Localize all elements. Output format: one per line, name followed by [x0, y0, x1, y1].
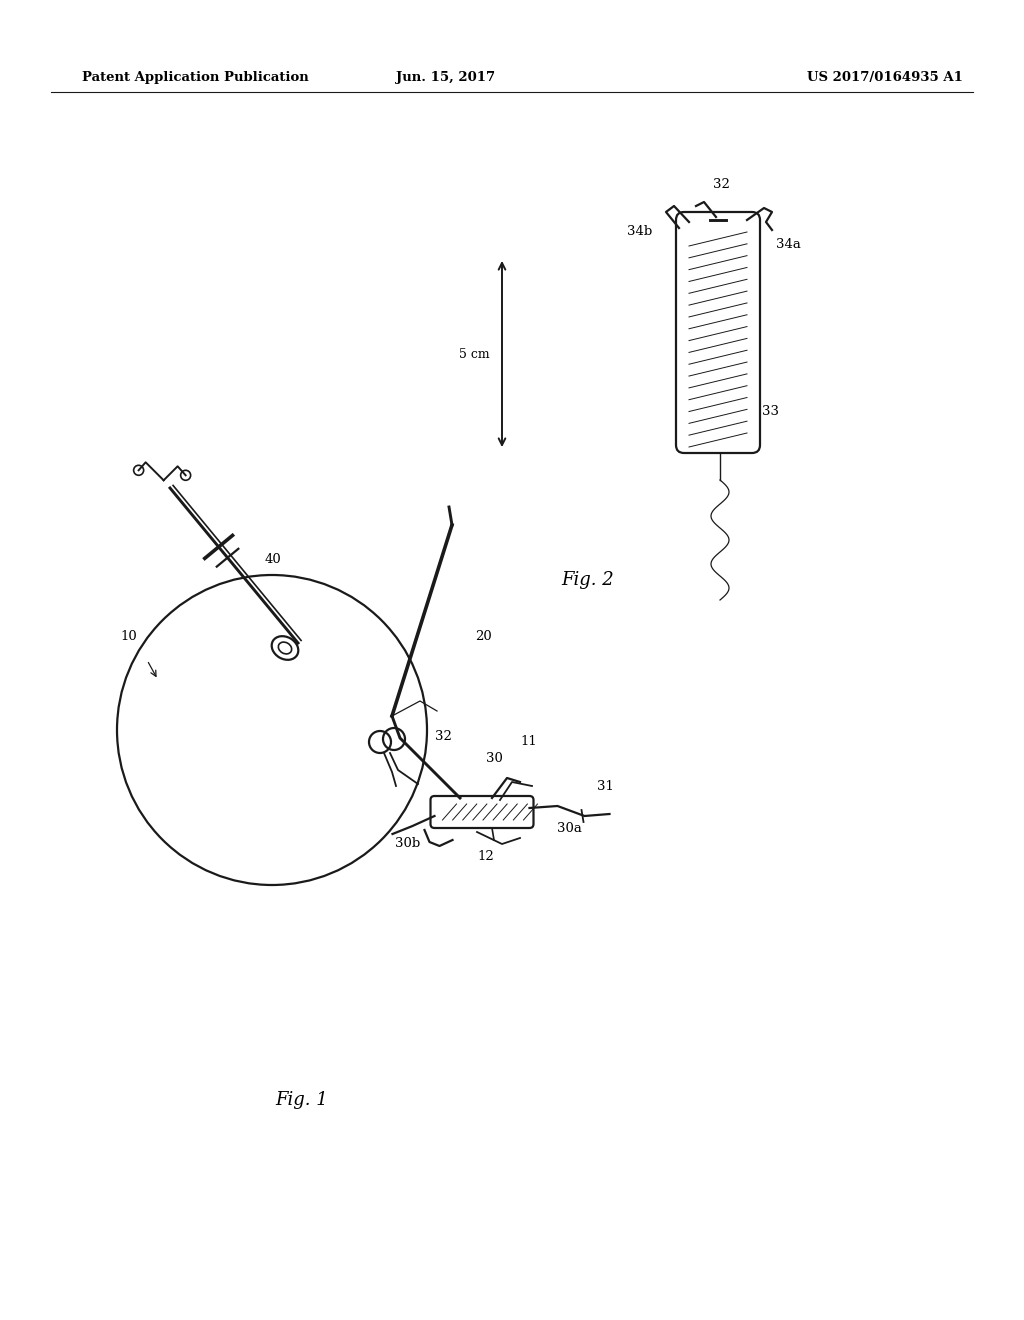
Text: 30a: 30a	[557, 822, 583, 836]
Text: Fig. 2: Fig. 2	[561, 572, 614, 589]
Text: 30: 30	[486, 752, 503, 766]
Text: 30b: 30b	[394, 837, 420, 850]
Text: Jun. 15, 2017: Jun. 15, 2017	[396, 71, 495, 84]
FancyBboxPatch shape	[430, 796, 534, 828]
Text: 40: 40	[265, 553, 282, 566]
FancyBboxPatch shape	[676, 213, 760, 453]
Text: 12: 12	[477, 850, 494, 863]
Text: 5 cm: 5 cm	[460, 347, 490, 360]
Text: 33: 33	[762, 405, 779, 418]
Text: 34b: 34b	[627, 224, 652, 238]
Text: Patent Application Publication: Patent Application Publication	[82, 71, 308, 84]
Text: 10: 10	[120, 630, 137, 643]
Text: US 2017/0164935 A1: US 2017/0164935 A1	[807, 71, 963, 84]
Text: Fig. 1: Fig. 1	[275, 1092, 329, 1109]
Text: 11: 11	[520, 735, 537, 748]
Text: 34a: 34a	[776, 238, 801, 251]
Text: 32: 32	[435, 730, 452, 743]
Text: 31: 31	[597, 780, 614, 793]
Text: 32: 32	[713, 178, 730, 191]
Text: 20: 20	[475, 630, 492, 643]
